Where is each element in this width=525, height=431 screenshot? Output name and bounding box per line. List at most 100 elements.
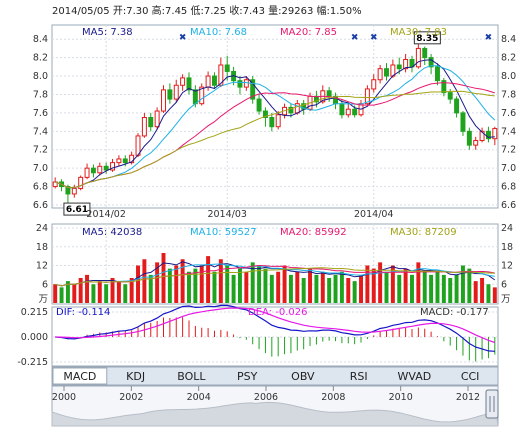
candle-body — [205, 75, 211, 88]
volume-bar — [263, 268, 268, 303]
volume-bar — [308, 268, 313, 303]
volume-bar — [174, 265, 179, 303]
candle-body — [364, 88, 370, 105]
candle-body — [492, 128, 498, 140]
candle-body — [326, 90, 332, 97]
price-tick-left: 7.4 — [33, 126, 48, 137]
volume-legend-ma20: MA20: 85992 — [280, 227, 347, 238]
volume-bar — [448, 278, 453, 303]
volume-bar — [390, 265, 395, 303]
volume-bar — [136, 265, 140, 303]
volume-ma30-line — [55, 267, 495, 287]
high-price-annotation: 8.35 — [413, 31, 441, 45]
tab-wvad[interactable]: WVAD — [387, 368, 442, 384]
price-ma10-line — [55, 65, 496, 189]
tab-label: PSY — [237, 370, 258, 383]
candle-body — [460, 112, 466, 132]
macd-legend-macd: MACD: -0.177 — [420, 307, 489, 318]
volume-tick-right: 18 — [501, 242, 513, 253]
volume-bar — [91, 284, 96, 303]
header-date: 2014/05/05 — [52, 6, 110, 17]
price-tick-left: 8.2 — [33, 53, 48, 64]
candle-body — [345, 108, 351, 116]
macd-legend-dea: DEA: -0.026 — [248, 307, 307, 318]
macd-series — [55, 304, 496, 362]
candle-body — [275, 114, 281, 128]
price-tick-right: 7.2 — [501, 145, 516, 156]
volume-bar — [384, 271, 389, 303]
volume-bar — [301, 278, 306, 303]
volume-bar — [486, 284, 491, 303]
header-change-label: 幅: — [317, 4, 330, 17]
candle-body — [110, 162, 116, 171]
price-tick-right: 8.4 — [501, 34, 516, 45]
candle-body — [173, 84, 179, 100]
tab-psy[interactable]: PSY — [220, 368, 274, 384]
header-high: 7.45 — [165, 6, 187, 17]
candle-body — [415, 47, 421, 68]
candle-body — [116, 158, 122, 164]
price-legend-ma10: MA10: 7.68 — [190, 27, 247, 38]
candle-body — [141, 117, 147, 137]
candle-body — [352, 108, 358, 116]
candle-body — [211, 75, 217, 86]
indicator-tab-bar — [51, 366, 499, 386]
volume-bar — [212, 271, 217, 303]
timeline-range-handle[interactable] — [485, 389, 499, 419]
candle-body — [90, 167, 96, 174]
header-low-label: 低: — [190, 4, 203, 17]
volume-bar — [320, 271, 325, 303]
price-tick-left: 8.0 — [33, 71, 48, 82]
tab-obv[interactable]: OBV — [276, 368, 330, 384]
price-ma5-line — [55, 59, 495, 189]
macd-dif-line — [55, 304, 495, 352]
tab-rsi[interactable]: RSI — [331, 368, 386, 384]
candle-body — [167, 89, 173, 100]
x-axis-label: 2014/02 — [86, 209, 125, 220]
candle-body — [479, 130, 485, 142]
volume-bar — [237, 268, 242, 303]
candle-body — [84, 167, 90, 178]
volume-series — [53, 253, 497, 303]
candle-body — [288, 106, 294, 114]
year-label: 2002 — [119, 392, 143, 403]
event-marker-icon[interactable]: ✖ — [485, 33, 493, 43]
header-open-label: 开: — [113, 6, 126, 17]
candle-body — [243, 79, 249, 88]
volume-bar — [492, 287, 497, 303]
price-tick-right: 6.8 — [501, 182, 516, 193]
volume-bar — [231, 274, 236, 303]
volume-bar — [72, 284, 77, 303]
high-price-label: 8.35 — [416, 34, 438, 44]
year-label: 2004 — [187, 392, 211, 403]
candle-body — [384, 68, 389, 77]
candle-body — [454, 98, 460, 114]
volume-bar — [187, 271, 191, 303]
tab-macd[interactable]: MACD — [52, 367, 108, 385]
candle-body — [466, 130, 472, 146]
tab-cci[interactable]: CCI — [443, 368, 497, 384]
candle-body — [186, 77, 192, 91]
candle-body — [377, 68, 383, 81]
event-marker-icon[interactable]: ✖ — [370, 33, 378, 43]
event-marker-icon[interactable]: ✖ — [179, 33, 187, 43]
candle-body — [447, 92, 453, 100]
volume-bar — [333, 274, 338, 303]
volume-bar — [416, 262, 421, 303]
price-tick-right: 7.4 — [501, 126, 516, 137]
volume-bar — [250, 262, 255, 303]
header-close-label: 收: — [229, 4, 242, 17]
volume-bar — [110, 278, 115, 303]
event-marker-icon[interactable]: ✖ — [351, 33, 359, 43]
price-ma30-line — [55, 90, 495, 189]
price-tick-right: 7.0 — [501, 163, 516, 174]
volume-tick-right: 6 — [501, 279, 507, 290]
price-tick-left: 7.2 — [33, 145, 48, 156]
volume-bar — [295, 271, 300, 303]
tab-boll[interactable]: BOLL — [164, 368, 219, 384]
volume-bar — [97, 281, 102, 303]
tab-kdj[interactable]: KDJ — [108, 368, 163, 384]
candle-body — [224, 64, 230, 72]
candle-body — [218, 64, 224, 86]
volume-tick-left: 24 — [36, 223, 48, 234]
